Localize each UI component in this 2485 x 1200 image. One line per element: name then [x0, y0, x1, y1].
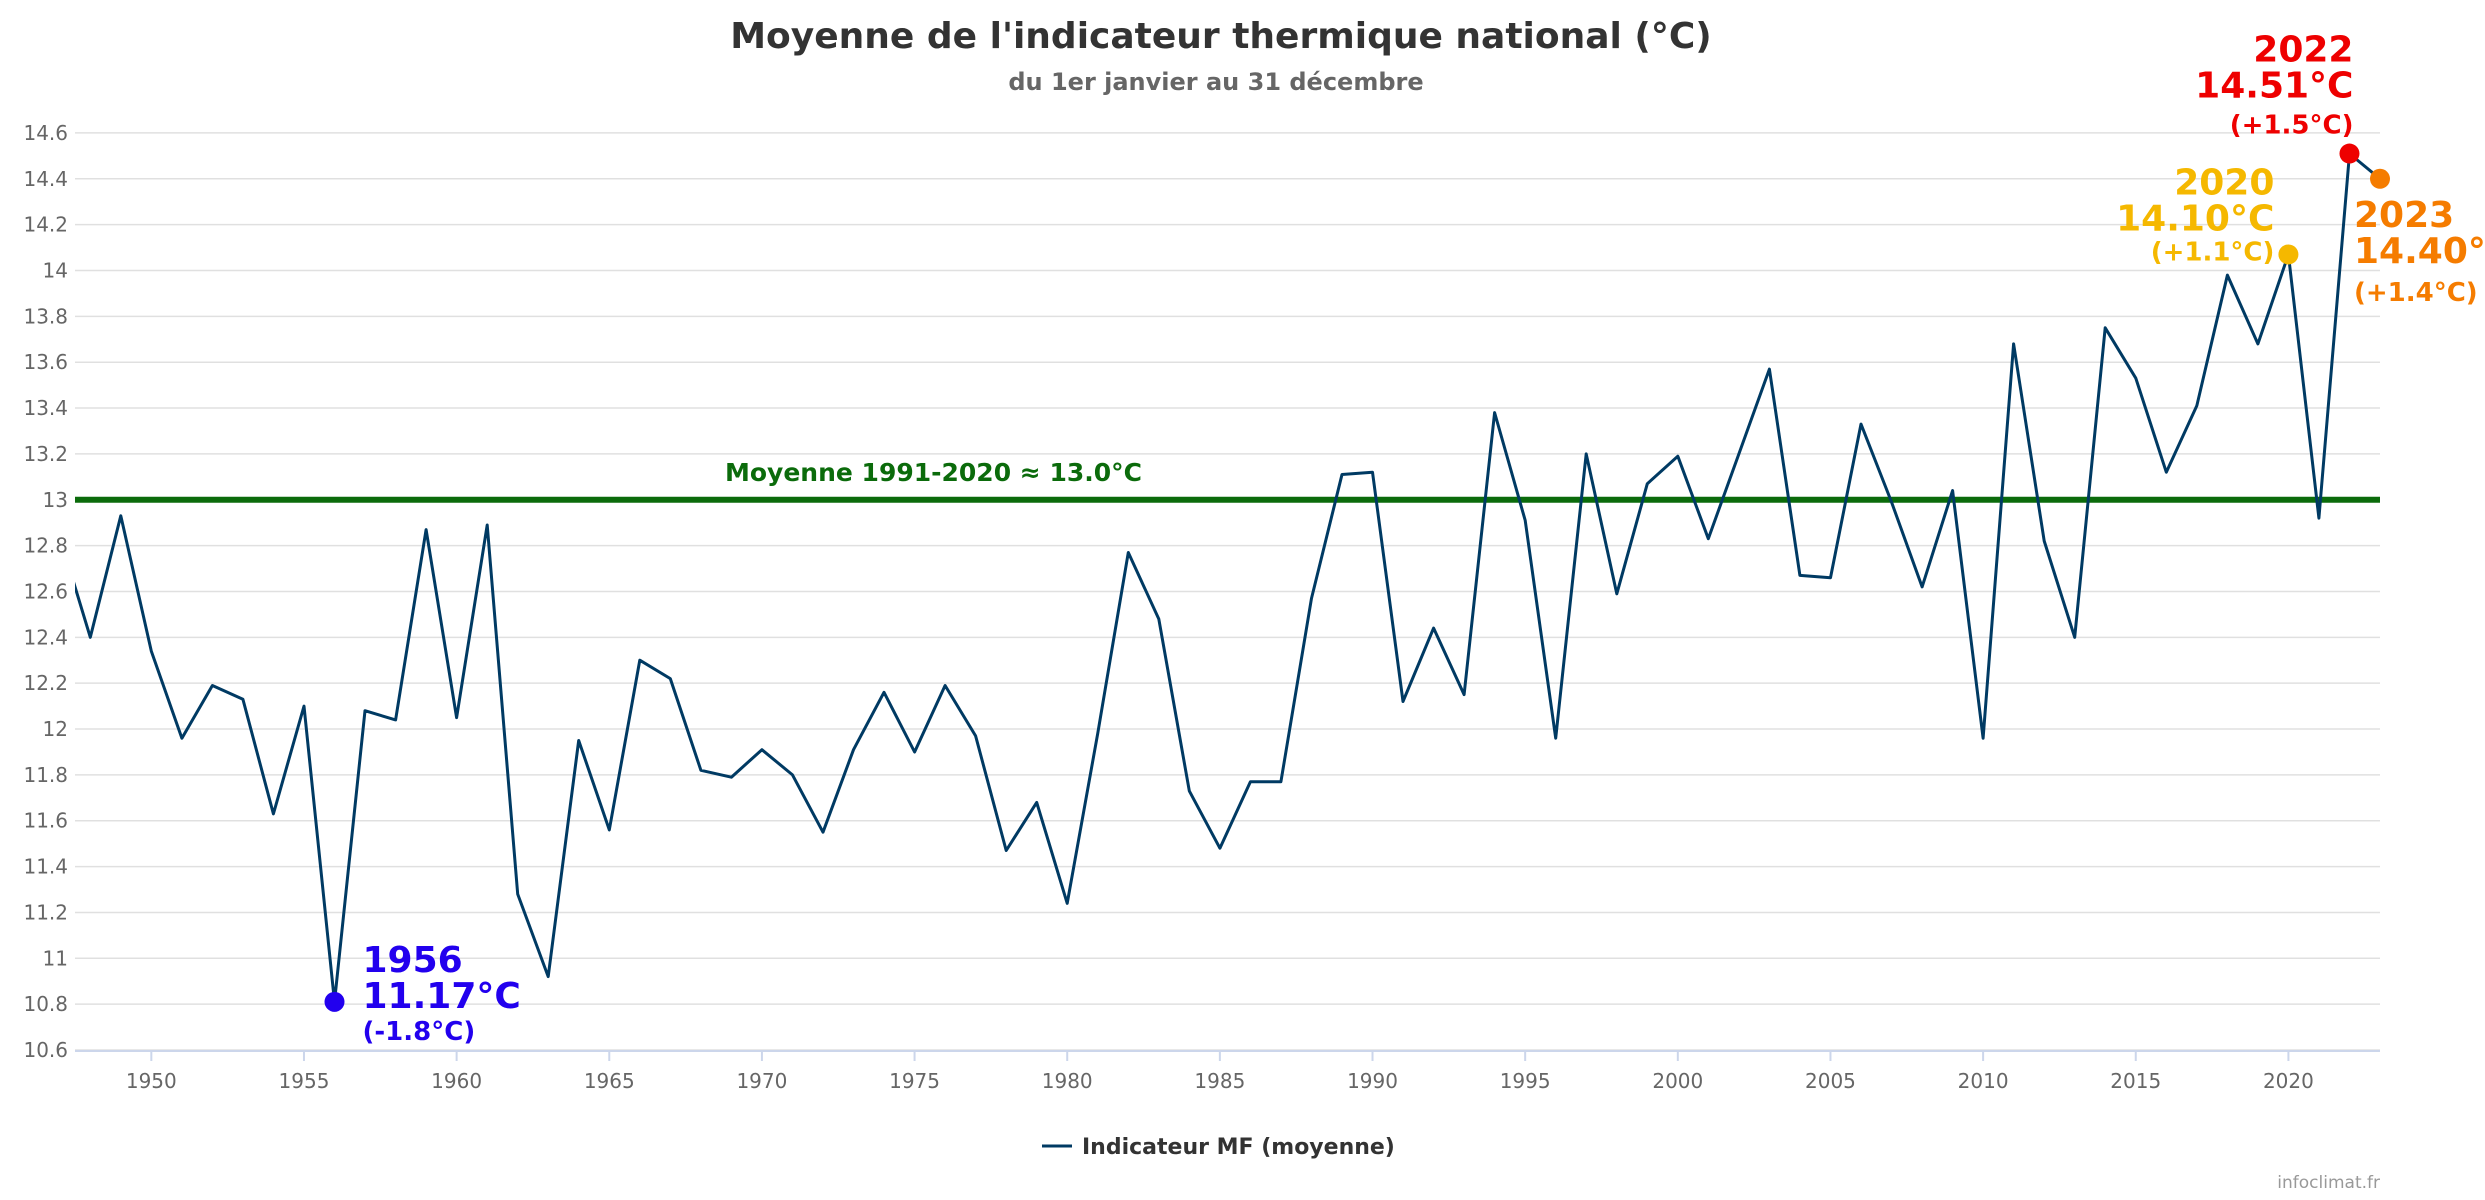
- y-tick-label: 12.8: [23, 534, 68, 558]
- y-tick-label: 14: [43, 258, 68, 282]
- x-tick-label: 2020: [2263, 1069, 2314, 1093]
- highlight-delta-label: (-1.8°C): [363, 1017, 476, 1047]
- x-tick-label: 1980: [1042, 1069, 1093, 1093]
- y-tick-label: 12.4: [23, 625, 68, 649]
- y-tick-label: 14.4: [23, 167, 68, 191]
- y-tick-label: 14.6: [23, 121, 68, 145]
- reference-line-group: Moyenne 1991-2020 ≈ 13.0°C: [75, 458, 2380, 503]
- y-tick-label: 13.6: [23, 350, 68, 374]
- y-axis-ticks: 10.6 10.8 11 11.2 11.4 11.6 11.8 12 12.2 12.4 12.6…: [23, 121, 68, 1062]
- y-tick-label: 13.4: [23, 396, 68, 420]
- y-tick-label: 13.8: [23, 304, 68, 328]
- y-tick-label: 13.2: [23, 442, 68, 466]
- y-tick-label: 12.6: [23, 579, 68, 603]
- y-tick-label: 11.6: [23, 809, 68, 833]
- x-tick-label: 1995: [1500, 1069, 1551, 1093]
- y-tick-label: 11.8: [23, 763, 68, 787]
- highlight-temp-label: 14.40°C: [2354, 231, 2485, 272]
- highlight-temp-label: 14.51°C: [2195, 66, 2353, 107]
- x-tick-label: 1970: [736, 1069, 787, 1093]
- x-tick-label: 1960: [431, 1069, 482, 1093]
- highlight-delta-label: (+1.5°C): [2230, 111, 2354, 141]
- y-tick-label: 11.4: [23, 855, 68, 879]
- x-tick-label: 1985: [1194, 1069, 1245, 1093]
- highlight-delta-label: (+1.4°C): [2354, 278, 2478, 308]
- y-tick-label: 12.2: [23, 671, 68, 695]
- series-line[interactable]: [60, 152, 2380, 1004]
- x-tick-label: 1955: [279, 1069, 330, 1093]
- chart-subtitle: du 1er janvier au 31 décembre: [1008, 68, 1423, 96]
- highlight-delta-label: (+1.1°C): [2151, 237, 2275, 267]
- x-tick-label: 1950: [126, 1069, 177, 1093]
- legend[interactable]: Indicateur MF (moyenne): [1042, 1135, 1395, 1160]
- x-tick-label: 2015: [2110, 1069, 2161, 1093]
- highlight-point-2022[interactable]: [2339, 143, 2360, 164]
- highlight-year-label: 2023: [2354, 195, 2454, 236]
- highlight-point-2023[interactable]: [2370, 168, 2390, 189]
- legend-series-label[interactable]: Indicateur MF (moyenne): [1082, 1135, 1395, 1160]
- chart-title: Moyenne de l'indicateur thermique nation…: [730, 16, 1712, 57]
- y-tick-label: 11: [43, 946, 68, 970]
- x-axis-ticks: 1950 1955 1960 1965 1970 1975 1980 1985 1990 1995…: [126, 1051, 2314, 1093]
- highlight-point-2020[interactable]: [2278, 244, 2299, 265]
- y-tick-label: 10.8: [23, 992, 68, 1016]
- reference-line-label: Moyenne 1991-2020 ≈ 13.0°C: [725, 458, 1142, 487]
- highlight-point-1956[interactable]: [324, 991, 345, 1012]
- x-tick-label: 1975: [889, 1069, 940, 1093]
- highlight-temp-label: 11.17°C: [363, 976, 521, 1017]
- grid-lines: [75, 132, 2380, 1051]
- x-tick-label: 1965: [584, 1069, 635, 1093]
- series-group: [60, 152, 2380, 1004]
- x-tick-label: 2000: [1652, 1069, 1703, 1093]
- y-tick-label: 13: [43, 488, 68, 512]
- x-tick-label: 1990: [1347, 1069, 1398, 1093]
- x-tick-label: 2010: [1958, 1069, 2009, 1093]
- highlight-temp-label: 14.10°C: [2116, 198, 2274, 239]
- y-tick-label: 11.2: [23, 900, 68, 924]
- highlight-year-label: 2020: [2174, 162, 2274, 203]
- y-tick-label: 14.2: [23, 213, 68, 237]
- y-tick-label: 12: [43, 717, 68, 741]
- credits-link[interactable]: infoclimat.fr: [2277, 1173, 2380, 1193]
- x-tick-label: 2005: [1805, 1069, 1856, 1093]
- highlight-year-label: 2022: [2253, 30, 2353, 71]
- y-tick-label: 10.6: [23, 1038, 68, 1062]
- highlight-year-label: 1956: [363, 940, 463, 981]
